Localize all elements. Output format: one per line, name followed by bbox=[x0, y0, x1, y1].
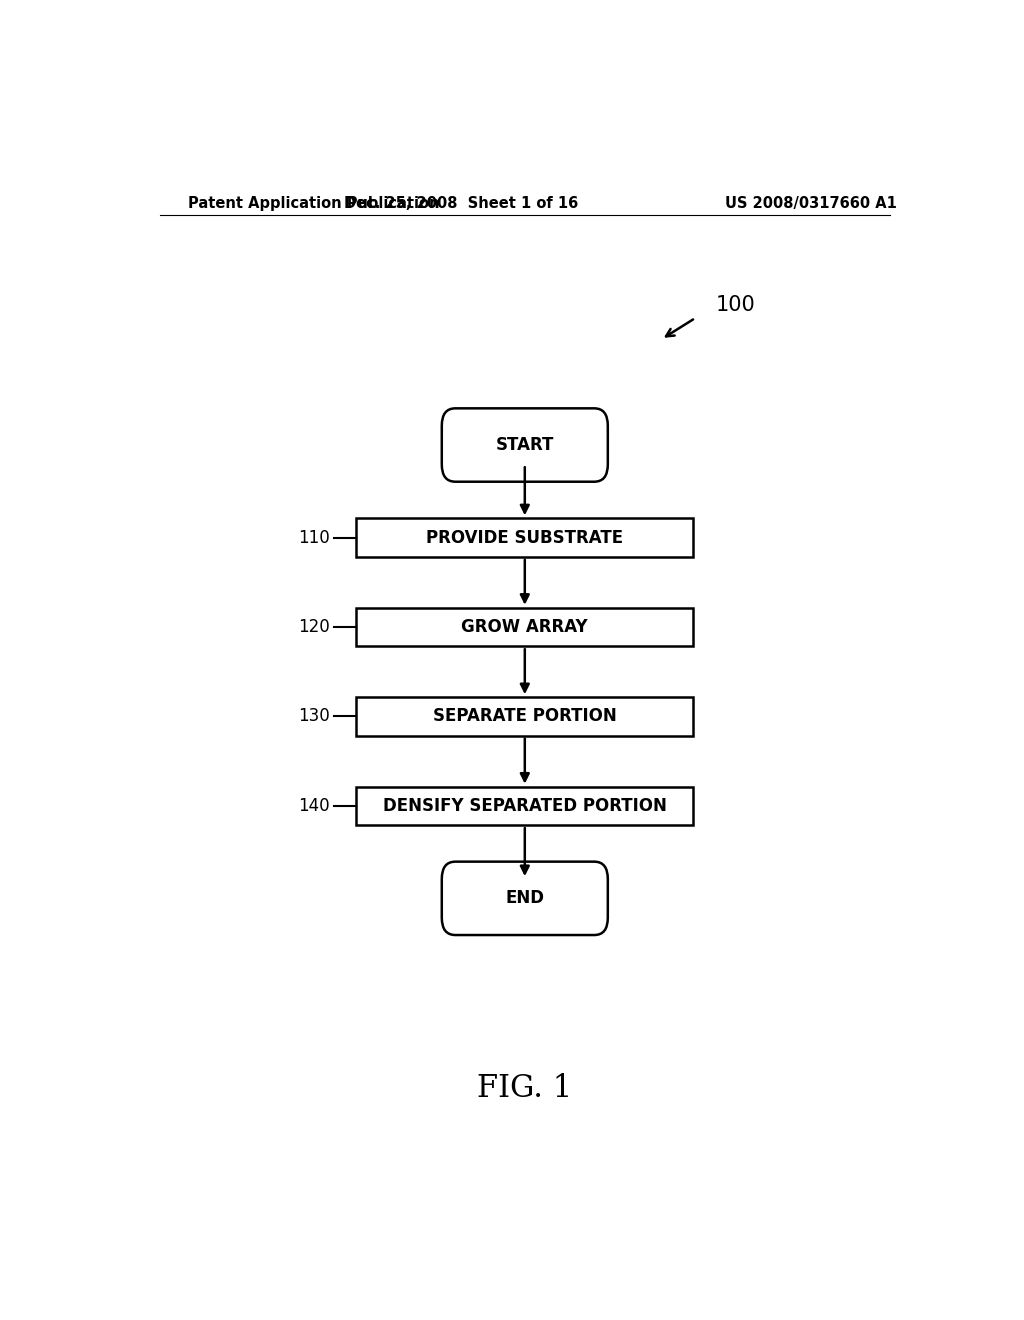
Text: GROW ARRAY: GROW ARRAY bbox=[462, 618, 588, 636]
FancyBboxPatch shape bbox=[441, 862, 608, 935]
Bar bbox=[356, 787, 693, 825]
Text: Dec. 25, 2008  Sheet 1 of 16: Dec. 25, 2008 Sheet 1 of 16 bbox=[344, 195, 579, 211]
Bar bbox=[356, 697, 693, 735]
Text: SEPARATE PORTION: SEPARATE PORTION bbox=[433, 708, 616, 726]
Bar bbox=[356, 519, 693, 557]
Text: FIG. 1: FIG. 1 bbox=[477, 1073, 572, 1104]
Text: 100: 100 bbox=[715, 294, 755, 314]
Text: PROVIDE SUBSTRATE: PROVIDE SUBSTRATE bbox=[426, 528, 624, 546]
Text: START: START bbox=[496, 436, 554, 454]
Text: DENSIFY SEPARATED PORTION: DENSIFY SEPARATED PORTION bbox=[383, 797, 667, 814]
FancyBboxPatch shape bbox=[441, 408, 608, 482]
Text: Patent Application Publication: Patent Application Publication bbox=[187, 195, 439, 211]
Text: END: END bbox=[505, 890, 545, 907]
Bar bbox=[356, 607, 693, 647]
Text: 110: 110 bbox=[298, 528, 330, 546]
Text: US 2008/0317660 A1: US 2008/0317660 A1 bbox=[725, 195, 896, 211]
Text: 120: 120 bbox=[298, 618, 330, 636]
Text: 130: 130 bbox=[298, 708, 330, 726]
Text: 140: 140 bbox=[298, 797, 330, 814]
